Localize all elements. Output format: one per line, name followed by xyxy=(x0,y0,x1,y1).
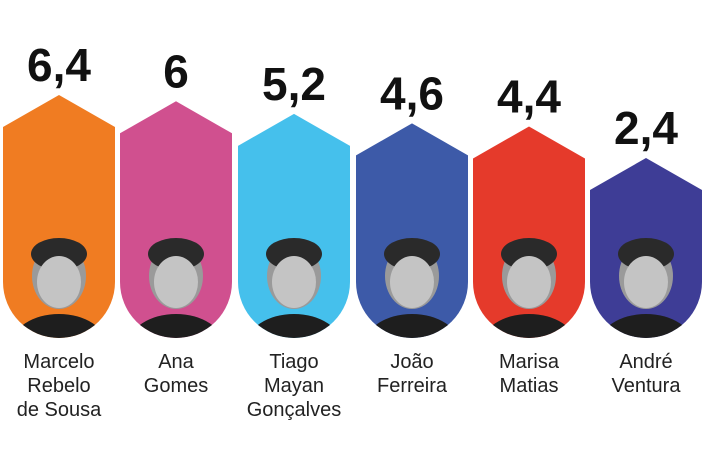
bar-group: 4,6 xyxy=(356,67,468,338)
bar xyxy=(473,126,585,338)
category-label-line: Ana xyxy=(158,351,194,373)
candidate-portrait xyxy=(128,238,224,338)
category-label-line: Gonçalves xyxy=(246,399,342,421)
category-label: Ana Gomes xyxy=(117,350,235,398)
value-label: 2,4 xyxy=(614,102,678,154)
bar-group: 2,4 xyxy=(590,102,702,338)
value-label: 6,4 xyxy=(27,39,91,91)
category-label-line: de Sousa xyxy=(16,399,102,421)
value-label: 6 xyxy=(163,45,189,97)
candidate-portrait xyxy=(246,238,342,339)
value-label: 5,2 xyxy=(262,58,326,110)
category-label-line: Mayan xyxy=(263,375,325,397)
category-label-line: Tiago xyxy=(269,351,319,373)
category-label-line: Rebelo xyxy=(27,375,91,397)
category-label: Tiago Mayan Gonçalves xyxy=(235,350,353,422)
bar xyxy=(356,123,468,338)
category-label-line: Marcelo xyxy=(23,351,95,373)
bar-group: 4,4 xyxy=(473,71,585,338)
candidate-portrait xyxy=(364,238,460,338)
category-label-line: Matias xyxy=(499,375,559,397)
value-label: 4,6 xyxy=(380,67,444,119)
candidate-portrait xyxy=(598,238,694,338)
bar xyxy=(3,95,115,338)
bar-group: 5,2 xyxy=(238,58,350,339)
candidate-portrait xyxy=(11,238,107,338)
category-label: João Ferreira xyxy=(353,350,471,398)
category-label: André Ventura xyxy=(587,350,705,398)
category-label: Marcelo Rebelo de Sousa xyxy=(0,350,118,422)
category-label-line: Gomes xyxy=(143,375,209,397)
value-label: 4,4 xyxy=(497,71,561,123)
bar-group: 6,4 xyxy=(3,39,115,338)
category-label-line: André xyxy=(619,351,673,373)
category-label-line: Marisa xyxy=(498,351,559,373)
category-label: Marisa Matias xyxy=(470,350,588,398)
bar-group: 6 xyxy=(120,45,232,338)
category-label-line: Ventura xyxy=(611,375,681,397)
category-label-line: Ferreira xyxy=(376,375,447,397)
candidate-portrait xyxy=(481,238,577,338)
bar xyxy=(120,101,232,338)
category-label-line: João xyxy=(390,351,434,373)
bar xyxy=(238,113,350,339)
